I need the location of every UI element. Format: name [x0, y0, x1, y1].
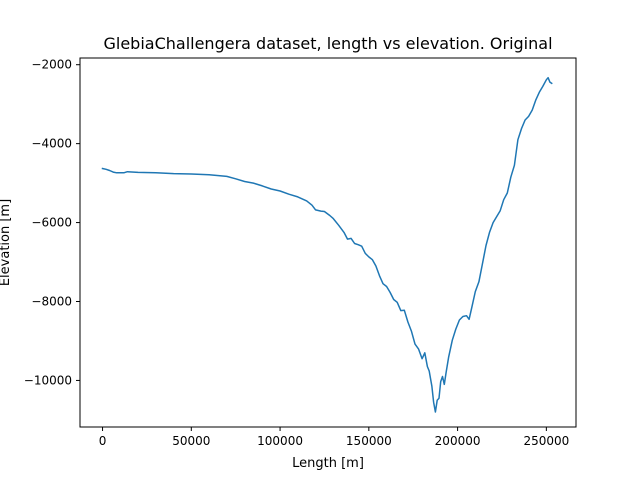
y-tick-label: −8000 — [31, 295, 72, 309]
x-tick-label: 200000 — [435, 434, 481, 448]
series-line — [101, 76, 553, 413]
y-tick-label: −10000 — [24, 373, 72, 387]
x-tick-label: 0 — [99, 434, 107, 448]
plot-area: 0 50000 100000 150000 200000 250000 −10000 −80… — [24, 57, 577, 448]
y-tick-label: −6000 — [31, 216, 72, 230]
plot-frame — [79, 57, 577, 428]
y-tick-label: −2000 — [31, 58, 72, 72]
x-tick-label: 150000 — [346, 434, 392, 448]
x-tick-label: 100000 — [257, 434, 303, 448]
y-axis-label: Elevation [m] — [0, 199, 13, 286]
x-axis-label: Length [m] — [292, 456, 364, 471]
x-axis: 0 50000 100000 150000 200000 250000 — [99, 427, 569, 448]
y-tick-label: −4000 — [31, 137, 72, 151]
chart-title: GlebiaChallengera dataset, length vs ele… — [103, 34, 552, 53]
x-tick-label: 50000 — [172, 434, 210, 448]
y-axis: −10000 −8000 −6000 −4000 −2000 — [24, 58, 80, 387]
x-tick-label: 250000 — [523, 434, 569, 448]
series-group — [101, 76, 553, 413]
